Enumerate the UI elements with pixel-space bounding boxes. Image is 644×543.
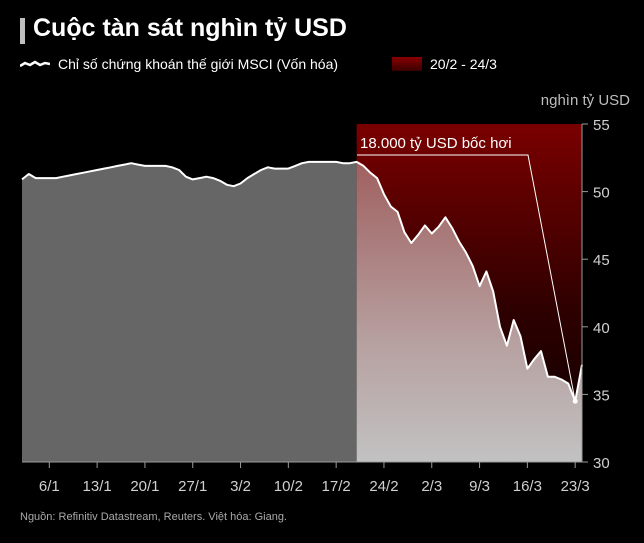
legend-item-msci: Chỉ số chứng khoán thế giới MSCI (Vốn hó… <box>20 56 338 72</box>
x-tick-label: 2/3 <box>421 478 442 495</box>
annotation-label: 18.000 tỷ USD bốc hơi <box>360 135 512 152</box>
x-tick-label: 27/1 <box>178 478 207 495</box>
y-tick-label: 55 <box>593 117 610 134</box>
area-series-crash <box>356 161 582 462</box>
x-tick-label: 9/3 <box>469 478 490 495</box>
x-tick-label: 6/1 <box>39 478 60 495</box>
x-tick-label: 20/1 <box>130 478 159 495</box>
title-accent-bar <box>20 18 25 44</box>
x-axis-ticks: 6/1 13/1 20/1 27/1 3/2 10/2 17/2 24/2 2/3 9/3 16/3… <box>39 462 590 495</box>
y-axis-unit-label: nghìn tỷ USD <box>540 92 630 109</box>
chart-title: Cuộc tàn sát nghìn tỷ USD <box>33 14 347 42</box>
annotation-leader-line <box>357 154 576 402</box>
x-tick-label: 3/2 <box>230 478 251 495</box>
x-tick-label: 17/2 <box>322 478 351 495</box>
line-legend-icon <box>20 60 50 68</box>
range-legend-icon <box>392 57 422 71</box>
y-axis-ticks: 30 35 40 45 50 55 <box>582 117 610 472</box>
y-tick-label: 30 <box>593 455 610 472</box>
x-tick-label: 23/3 <box>561 478 590 495</box>
legend-item-range: 20/2 - 24/3 <box>392 56 497 72</box>
legend-label-range: 20/2 - 24/3 <box>430 56 497 72</box>
x-tick-label: 16/3 <box>513 478 542 495</box>
area-series-before <box>22 161 357 462</box>
y-tick-label: 40 <box>593 320 610 337</box>
source-note: Nguồn: Refinitiv Datastream, Reuters. Vi… <box>20 511 287 523</box>
legend-label-msci: Chỉ số chứng khoán thế giới MSCI (Vốn hó… <box>58 56 339 72</box>
x-tick-label: 10/2 <box>274 478 303 495</box>
x-tick-label: 13/1 <box>83 478 112 495</box>
x-tick-label: 24/2 <box>369 478 398 495</box>
y-tick-label: 45 <box>593 252 610 269</box>
annotation-point <box>572 398 578 404</box>
y-tick-label: 50 <box>593 185 610 202</box>
series-line-msci <box>21 160 583 403</box>
y-tick-label: 35 <box>593 387 610 404</box>
